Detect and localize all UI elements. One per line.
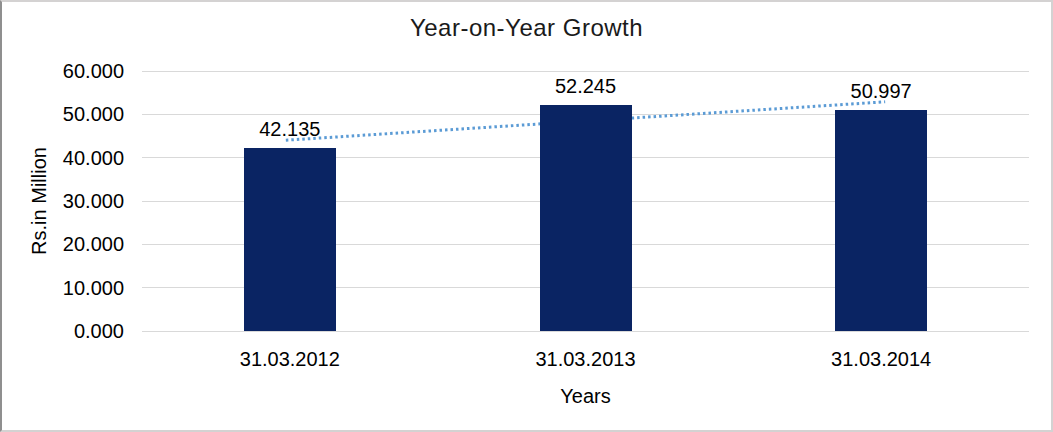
x-category-label: 31.03.2012 xyxy=(190,348,390,371)
y-tick-label: 40.000 xyxy=(2,147,124,169)
bar-value-label: 52.245 xyxy=(516,75,656,98)
bar xyxy=(540,105,632,331)
y-tick-label: 60.000 xyxy=(2,60,124,82)
y-tick-label: 20.000 xyxy=(2,233,124,255)
y-tick-label: 10.000 xyxy=(2,277,124,299)
x-category-label: 31.03.2013 xyxy=(486,348,686,371)
bar xyxy=(835,110,927,331)
bar xyxy=(244,148,336,331)
chart-frame: Year-on-Year Growth Rs.in Million 42.135… xyxy=(0,0,1053,432)
x-axis-title: Years xyxy=(486,385,686,408)
x-category-label: 31.03.2014 xyxy=(781,348,981,371)
bar-value-label: 42.135 xyxy=(220,118,360,141)
bar-value-label: 50.997 xyxy=(811,80,951,103)
y-tick-label: 30.000 xyxy=(2,190,124,212)
y-tick-label: 50.000 xyxy=(2,103,124,125)
chart-title: Year-on-Year Growth xyxy=(2,14,1051,42)
y-tick-label: 0.000 xyxy=(2,320,124,342)
plot-area: 42.135 52.245 50.997 xyxy=(142,71,1029,331)
